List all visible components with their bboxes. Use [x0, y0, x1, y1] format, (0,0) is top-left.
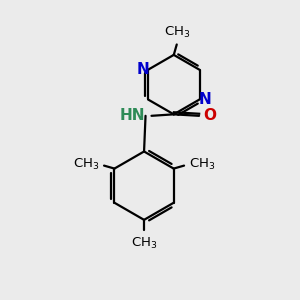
Text: CH$_3$: CH$_3$ [73, 157, 100, 172]
Text: CH$_3$: CH$_3$ [188, 157, 215, 172]
Text: N: N [136, 62, 149, 77]
Text: O: O [203, 108, 217, 123]
Text: CH$_3$: CH$_3$ [131, 236, 157, 251]
Text: N: N [199, 92, 211, 107]
Text: HN: HN [120, 108, 146, 123]
Text: CH$_3$: CH$_3$ [164, 25, 190, 40]
